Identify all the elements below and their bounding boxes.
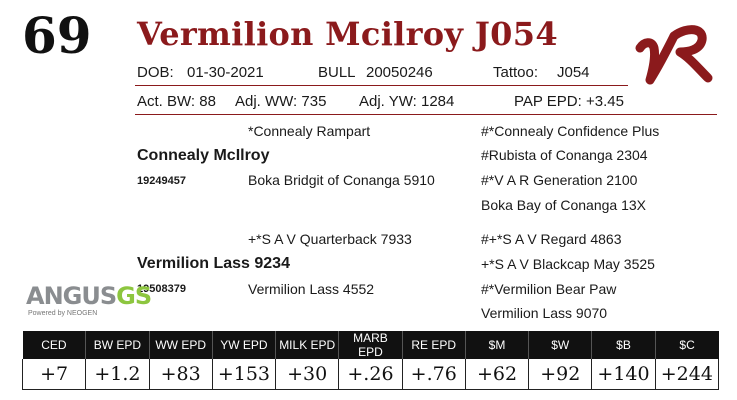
epd-value-yw: +153 bbox=[211, 359, 277, 390]
sex-label: BULL bbox=[318, 64, 356, 81]
epd-value-c-index: +244 bbox=[654, 359, 720, 390]
dam-dam-sire: #*Vermilion Bear Paw bbox=[481, 281, 617, 297]
epd-header-marb: MARB EPD bbox=[338, 331, 403, 359]
divider-bottom bbox=[135, 114, 717, 115]
epd-value-row: +7 +1.2 +83 +153 +30 +.26 +.76 +62 +92 +… bbox=[21, 359, 720, 390]
tattoo-label: Tattoo: bbox=[493, 64, 539, 81]
epd-header-ww: WW EPD bbox=[148, 331, 213, 359]
epd-header-re: RE EPD bbox=[401, 331, 466, 359]
epd-value-marb: +.26 bbox=[338, 359, 403, 390]
sire-sire-dam: #Rubista of Conanga 2304 bbox=[481, 147, 648, 163]
adjusted-weaning-weight: Adj. WW: 735 bbox=[235, 93, 327, 110]
dam-registration: 19508379 bbox=[137, 283, 186, 295]
epd-header-ced: CED bbox=[22, 331, 86, 359]
epd-header-c-index: $C bbox=[654, 331, 719, 359]
dam-dam-dam: Vermilion Lass 9070 bbox=[481, 305, 608, 321]
vr-brand-logo bbox=[635, 25, 713, 85]
angus-logo-sub: Powered by NEOGEN bbox=[28, 310, 98, 317]
pap-epd: PAP EPD: +3.45 bbox=[514, 93, 624, 110]
dam-sire: +*S A V Quarterback 7933 bbox=[248, 231, 412, 247]
epd-value-m-index: +62 bbox=[464, 359, 530, 390]
dam-sire-sire: #+*S A V Regard 4863 bbox=[481, 231, 622, 247]
epd-header-yw: YW EPD bbox=[211, 331, 276, 359]
epd-value-re: +.76 bbox=[401, 359, 466, 390]
epd-header-b-index: $B bbox=[591, 331, 656, 359]
epd-value-ww: +83 bbox=[148, 359, 213, 390]
angus-logo-main: ANGUS bbox=[26, 282, 117, 310]
epd-value-w-index: +92 bbox=[528, 359, 593, 390]
angus-gs-logo: ANGUSGS Powered by NEOGEN bbox=[26, 282, 152, 318]
actual-birth-weight: Act. BW: 88 bbox=[137, 93, 216, 110]
dam-sire-dam: +*S A V Blackcap May 3525 bbox=[481, 256, 655, 272]
lot-number: 69 bbox=[22, 6, 92, 65]
epd-header-milk: MILK EPD bbox=[275, 331, 339, 359]
sire-dam-sire: #*V A R Generation 2100 bbox=[481, 172, 638, 188]
sire-name: Connealy McIlroy bbox=[137, 147, 270, 164]
dam-dam: Vermilion Lass 4552 bbox=[248, 281, 375, 297]
tattoo-value: J054 bbox=[557, 64, 590, 81]
epd-header-w-index: $W bbox=[528, 331, 592, 359]
sire-registration: 19249457 bbox=[137, 175, 186, 187]
dob-value: 01-30-2021 bbox=[187, 64, 264, 81]
epd-value-bw: +1.2 bbox=[85, 359, 150, 390]
epd-header-bw: BW EPD bbox=[85, 331, 150, 359]
divider-top bbox=[135, 85, 628, 86]
animal-name: Vermilion Mcilroy J054 bbox=[137, 15, 558, 53]
adjusted-yearling-weight: Adj. YW: 1284 bbox=[359, 93, 455, 110]
angus-logo-gs: GS bbox=[116, 282, 152, 310]
sire-sire: *Connealy Rampart bbox=[248, 123, 371, 139]
dam-name: Vermilion Lass 9234 bbox=[137, 255, 290, 272]
sire-dam: Boka Bridgit of Conanga 5910 bbox=[248, 172, 435, 188]
epd-header-m-index: $M bbox=[464, 331, 529, 359]
sire-sire-sire: #*Connealy Confidence Plus bbox=[481, 123, 660, 139]
registration-number: 20050246 bbox=[366, 64, 433, 81]
epd-value-milk: +30 bbox=[275, 359, 340, 390]
epd-value-ced: +7 bbox=[21, 359, 87, 390]
epd-table: CED BW EPD WW EPD YW EPD MILK EPD MARB E… bbox=[21, 331, 720, 390]
epd-value-b-index: +140 bbox=[591, 359, 656, 390]
dob-label: DOB: bbox=[137, 64, 174, 81]
epd-header-row: CED BW EPD WW EPD YW EPD MILK EPD MARB E… bbox=[22, 331, 719, 359]
sire-dam-dam: Boka Bay of Conanga 13X bbox=[481, 197, 647, 213]
